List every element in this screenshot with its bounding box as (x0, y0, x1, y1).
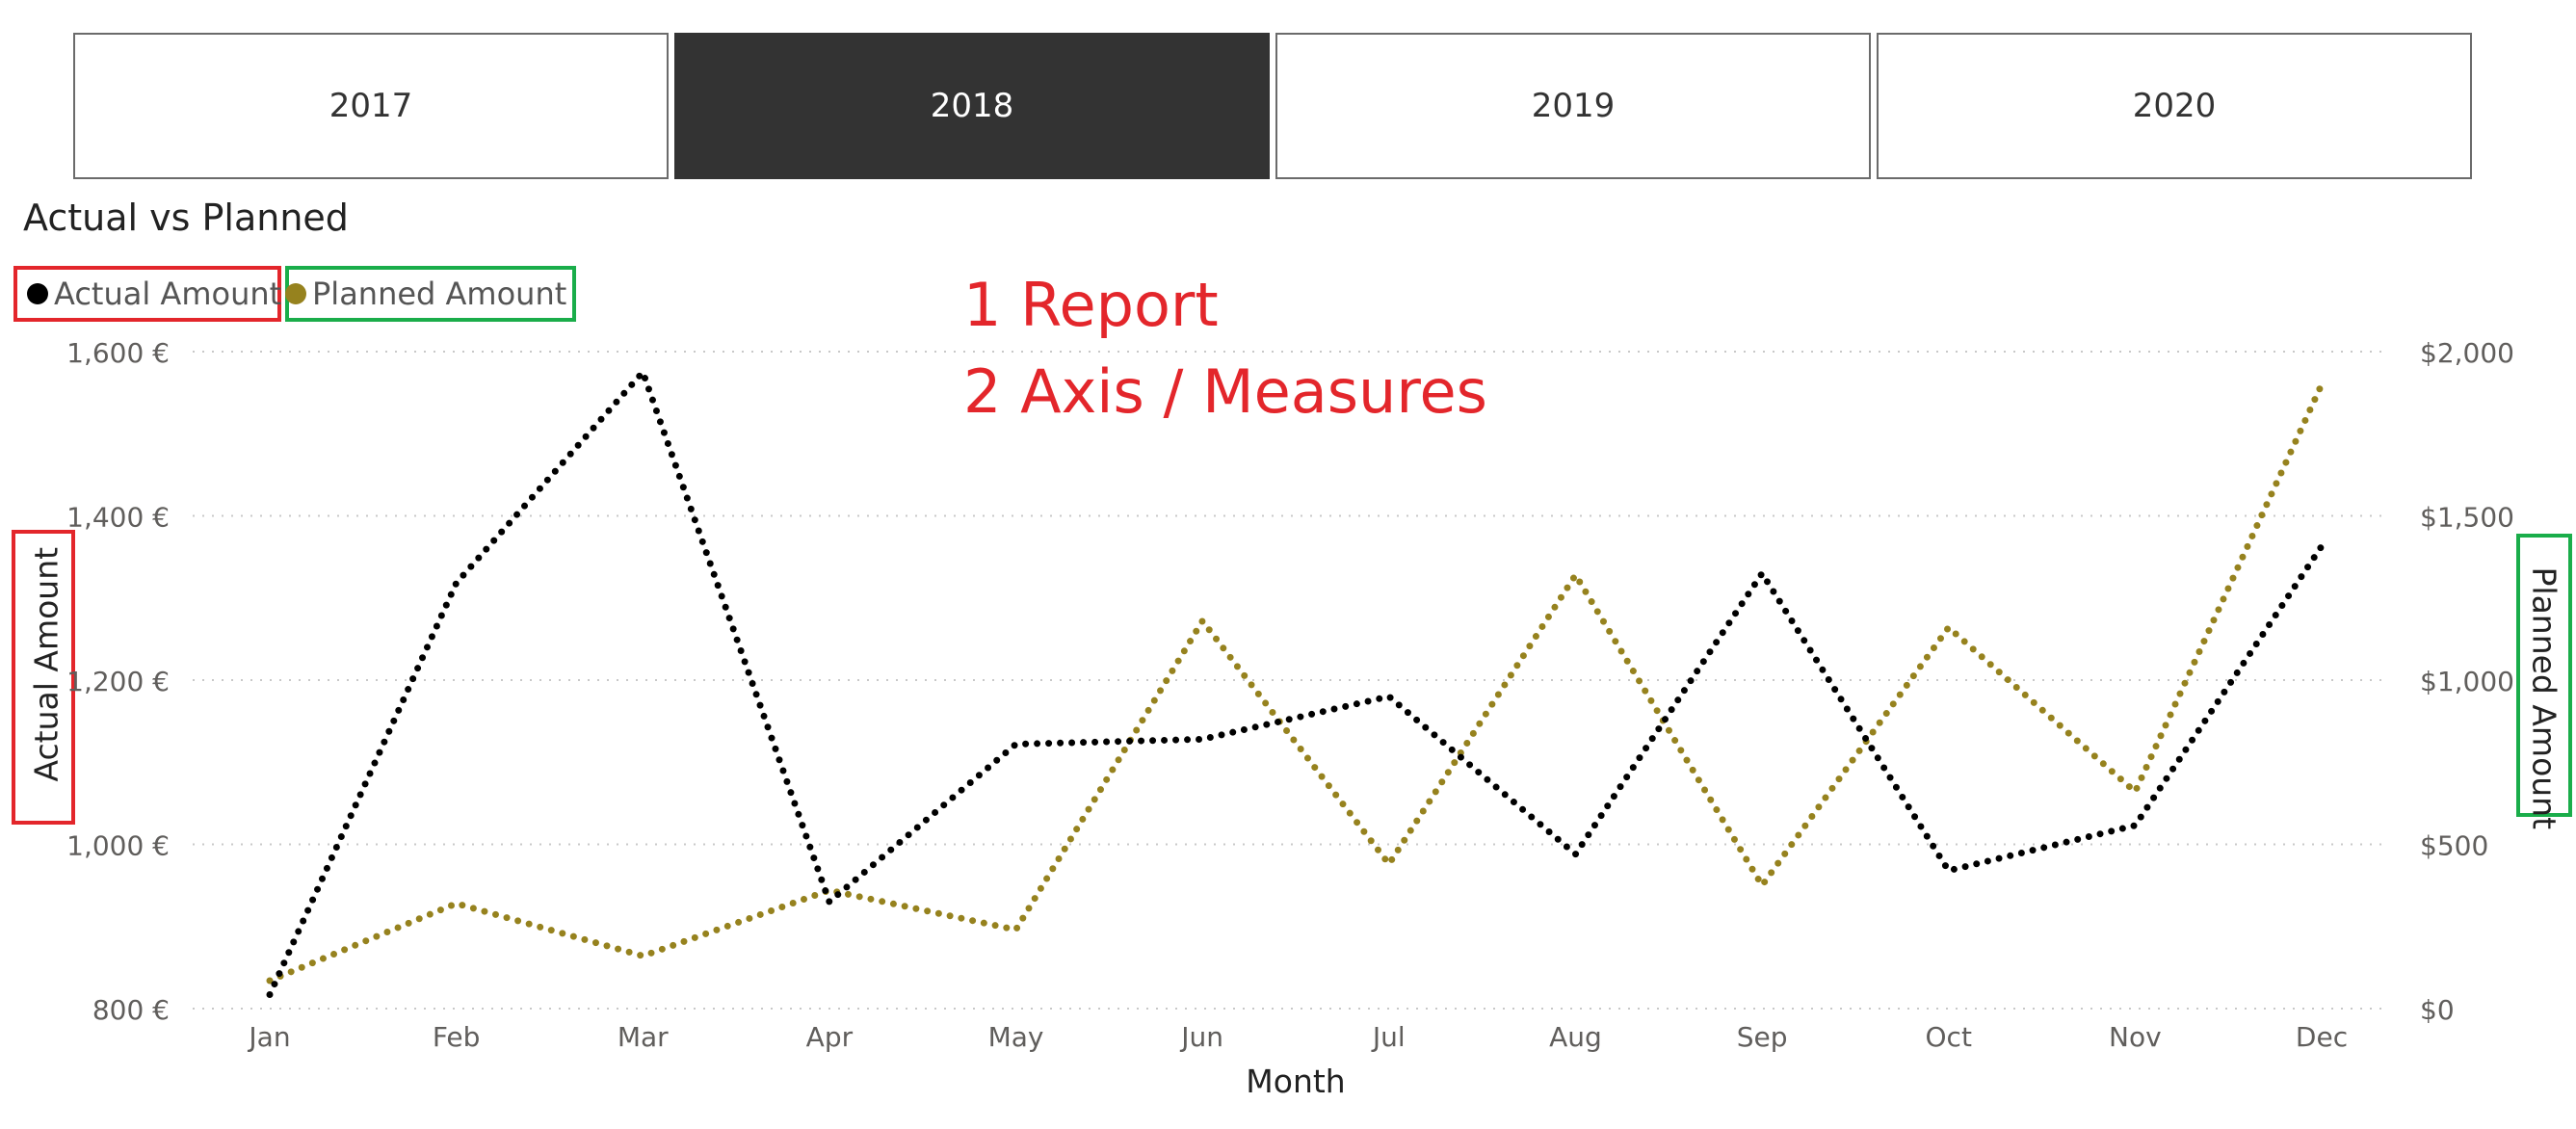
left-axis-title-box (12, 530, 75, 825)
legend-dot-planned (285, 283, 306, 304)
x-tick-label: Apr (806, 1021, 854, 1053)
y-tick-label: 1,400 € (66, 502, 170, 534)
series-line-actual (266, 368, 2326, 998)
x-tick-label: Oct (1926, 1021, 1972, 1053)
series-line-planned (266, 381, 2326, 985)
annotation-text: 1 Report 2 Axis / Measures (963, 262, 1487, 435)
x-tick-label: Jan (247, 1021, 290, 1053)
x-tick-label: May (988, 1021, 1044, 1053)
x-tick-label: Feb (433, 1021, 481, 1053)
legend-label-actual: Actual Amount (54, 276, 282, 312)
x-tick-label: Mar (618, 1021, 669, 1053)
legend-item-planned[interactable]: Planned Amount (285, 266, 566, 322)
x-tick-label: Sep (1737, 1021, 1788, 1053)
y2-tick-label: $1,500 (2420, 502, 2514, 534)
x-tick-label: Dec (2296, 1021, 2348, 1053)
y-tick-label: 1,000 € (66, 830, 170, 862)
y2-tick-label: $500 (2420, 830, 2488, 862)
annotation-line-1: 1 Report (963, 270, 1219, 340)
y2-tick-label: $0 (2420, 994, 2455, 1026)
x-tick-label: Nov (2109, 1021, 2162, 1053)
year-button-2019[interactable]: 2019 (1275, 33, 1871, 179)
y2-tick-label: $2,000 (2420, 337, 2514, 369)
year-button-2020[interactable]: 2020 (1877, 33, 2472, 179)
y-tick-label: 1,200 € (66, 666, 170, 697)
legend-item-actual[interactable]: Actual Amount (27, 266, 281, 322)
y-tick-label: 1,600 € (66, 337, 170, 369)
legend-highlight-box-actual (13, 266, 281, 322)
year-button-2017[interactable]: 2017 (73, 33, 669, 179)
legend-dot-actual (27, 283, 48, 304)
annotation-line-2: 2 Axis / Measures (963, 356, 1487, 427)
x-axis-title: Month (1246, 1063, 1345, 1100)
visual-title: Actual vs Planned (23, 197, 349, 239)
y2-tick-label: $1,000 (2420, 666, 2514, 697)
year-button-2018[interactable]: 2018 (674, 33, 1270, 179)
right-axis-title-box (2516, 534, 2572, 817)
x-tick-label: Aug (1549, 1021, 1602, 1053)
year-slicer: 2017 2018 2019 2020 (73, 33, 2472, 183)
x-tick-label: Jul (1371, 1021, 1406, 1053)
x-tick-label: Jun (1179, 1021, 1223, 1053)
y-tick-label: 800 € (92, 994, 170, 1026)
legend-label-planned: Planned Amount (312, 276, 567, 312)
